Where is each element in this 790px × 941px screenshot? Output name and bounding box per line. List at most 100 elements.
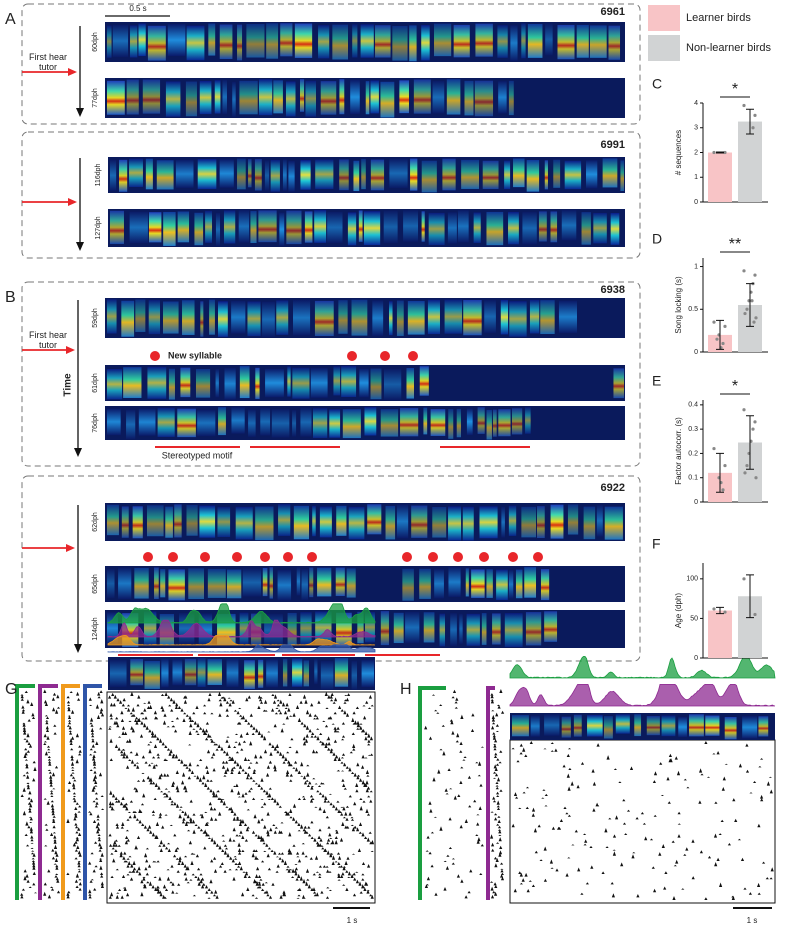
data-point bbox=[742, 577, 746, 581]
dot bbox=[508, 552, 518, 562]
annotation: New syllable bbox=[168, 350, 222, 360]
syllable bbox=[352, 24, 358, 58]
syllable bbox=[525, 612, 542, 646]
syllable bbox=[282, 658, 288, 687]
syllable bbox=[530, 715, 540, 737]
syllable bbox=[427, 299, 440, 335]
data-point bbox=[745, 307, 749, 311]
syllable bbox=[148, 300, 161, 335]
syllable bbox=[550, 504, 564, 539]
arrowhead bbox=[66, 346, 75, 354]
syllable bbox=[497, 25, 508, 58]
data-point bbox=[723, 610, 727, 614]
frame bbox=[21, 131, 641, 259]
syllable bbox=[300, 407, 312, 437]
syllable bbox=[342, 409, 361, 439]
syllable bbox=[419, 366, 429, 396]
syllable bbox=[314, 300, 334, 336]
y-tick-label: 0 bbox=[694, 199, 698, 206]
syllable bbox=[411, 505, 428, 538]
bracket bbox=[83, 684, 102, 900]
syllable bbox=[138, 408, 156, 436]
syllable bbox=[168, 569, 185, 601]
syllable bbox=[278, 504, 291, 536]
syllable bbox=[207, 568, 226, 598]
syllable bbox=[239, 366, 250, 399]
syllable bbox=[287, 612, 297, 645]
data-point bbox=[721, 341, 725, 346]
syllable bbox=[473, 212, 481, 243]
syllable bbox=[380, 611, 389, 646]
syllable bbox=[172, 659, 183, 686]
syllable bbox=[529, 299, 540, 334]
bird-id: 6991 bbox=[601, 139, 625, 151]
syllable bbox=[512, 715, 529, 737]
syllable bbox=[459, 613, 463, 644]
syllable bbox=[479, 506, 498, 539]
syllable bbox=[508, 569, 514, 599]
error-bar bbox=[716, 319, 724, 350]
syllable bbox=[175, 159, 194, 188]
syllable bbox=[292, 409, 297, 437]
syllable bbox=[129, 158, 143, 187]
syllable bbox=[165, 81, 181, 117]
syllable bbox=[199, 505, 216, 538]
syllable bbox=[314, 210, 327, 243]
syllable bbox=[423, 612, 435, 643]
syllable bbox=[498, 409, 511, 437]
syllable bbox=[350, 79, 360, 115]
syllable bbox=[147, 366, 167, 399]
panel-label: F bbox=[652, 536, 661, 552]
syllable bbox=[557, 24, 575, 60]
syllable bbox=[399, 80, 409, 114]
syllable bbox=[522, 211, 537, 245]
syllable bbox=[610, 212, 620, 245]
syllable bbox=[492, 409, 497, 437]
syllable bbox=[232, 81, 236, 117]
spike-raster bbox=[88, 690, 105, 899]
syllable bbox=[498, 81, 507, 114]
syllable bbox=[365, 81, 370, 115]
syllable bbox=[327, 211, 343, 243]
syllable bbox=[197, 159, 217, 189]
arrowhead bbox=[68, 198, 77, 206]
syllable bbox=[486, 409, 492, 440]
syllable bbox=[615, 714, 630, 734]
error-bar bbox=[746, 415, 754, 470]
syllable bbox=[135, 299, 146, 332]
panel-label: E bbox=[652, 373, 661, 389]
syllable bbox=[450, 613, 457, 647]
syllable bbox=[338, 300, 348, 334]
dot bbox=[168, 552, 178, 562]
syllable bbox=[360, 24, 374, 58]
syllable bbox=[145, 158, 153, 190]
syllable bbox=[661, 715, 676, 737]
dot bbox=[260, 552, 270, 562]
data-point bbox=[753, 420, 757, 424]
syllable bbox=[156, 160, 174, 190]
syllable bbox=[132, 506, 143, 539]
syllable bbox=[314, 658, 318, 685]
syllable bbox=[448, 409, 454, 439]
spectrogram bbox=[105, 78, 625, 118]
syllable bbox=[705, 715, 720, 736]
syllable bbox=[197, 409, 216, 437]
syllable bbox=[310, 367, 328, 398]
syllable bbox=[126, 79, 139, 115]
syllable bbox=[358, 210, 363, 242]
syllable bbox=[244, 660, 255, 689]
syllable bbox=[406, 368, 415, 399]
syllable bbox=[602, 158, 618, 188]
data-point bbox=[745, 463, 749, 468]
syllable bbox=[219, 159, 234, 188]
data-point bbox=[743, 311, 747, 316]
y-tick-label: 0.5 bbox=[688, 306, 698, 313]
syllable bbox=[347, 212, 357, 246]
syllable bbox=[163, 301, 179, 334]
syllable bbox=[258, 79, 273, 116]
syllable bbox=[184, 658, 197, 686]
bar bbox=[708, 610, 732, 658]
syllable bbox=[419, 568, 431, 599]
spike-raster bbox=[108, 691, 375, 899]
syllable bbox=[194, 212, 204, 246]
